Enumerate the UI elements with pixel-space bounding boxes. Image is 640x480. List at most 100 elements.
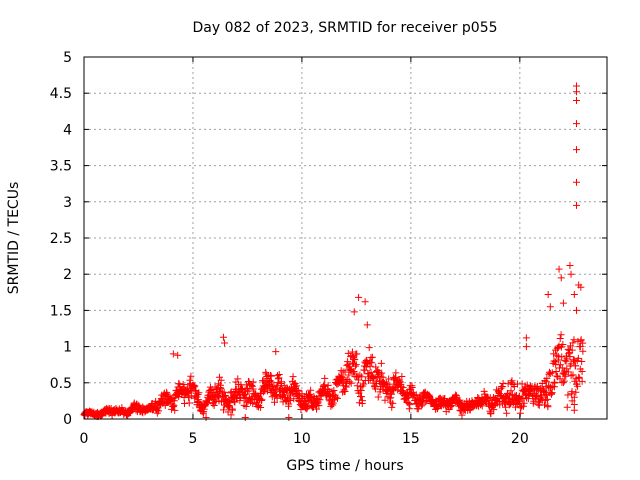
y-tick-label: 0 (63, 412, 72, 428)
y-tick-label: 2.5 (50, 231, 72, 247)
data-point (346, 378, 354, 386)
axis-ticks (83, 56, 607, 420)
data-point (555, 265, 563, 273)
y-tick-label: 4.5 (50, 86, 72, 102)
data-point (564, 345, 572, 353)
data-point (483, 395, 491, 403)
data-point (270, 382, 278, 390)
data-point (441, 395, 449, 403)
data-point (571, 362, 579, 370)
data-point (578, 367, 586, 375)
data-point (572, 96, 580, 104)
data-point (375, 377, 383, 385)
data-point (350, 368, 358, 376)
data-point (559, 299, 567, 307)
data-point (357, 393, 365, 401)
data-point (378, 369, 386, 377)
data-point (249, 378, 257, 386)
data-point (408, 384, 416, 392)
data-point (338, 373, 346, 381)
data-point (559, 379, 567, 387)
data-point (356, 371, 364, 379)
data-point (575, 374, 583, 382)
data-point (381, 396, 389, 404)
data-point (328, 388, 336, 396)
data-point (217, 376, 225, 384)
x-tick-label: 5 (188, 431, 197, 447)
data-point (577, 336, 585, 344)
data-point (294, 386, 302, 394)
data-point (226, 399, 234, 407)
data-point (225, 403, 233, 411)
data-points (80, 82, 587, 422)
data-point (544, 290, 552, 298)
data-point (221, 339, 229, 347)
data-point (508, 377, 516, 385)
x-tick-labels: 0 5 10 15 20 (80, 431, 529, 447)
data-point (242, 402, 250, 410)
data-point (520, 399, 528, 407)
data-point (572, 88, 580, 96)
data-point (559, 341, 567, 349)
data-point (321, 374, 329, 382)
data-point (351, 356, 359, 364)
data-point (332, 393, 340, 401)
data-point (503, 409, 511, 417)
data-point (570, 356, 578, 364)
data-point (564, 391, 572, 399)
data-point (377, 359, 385, 367)
data-point (334, 394, 342, 402)
data-point (220, 388, 228, 396)
data-point (227, 411, 235, 419)
data-point (524, 395, 532, 403)
data-point (248, 381, 256, 389)
data-point (556, 375, 564, 383)
data-point (363, 321, 371, 329)
data-point (215, 373, 223, 381)
data-point (194, 396, 202, 404)
data-point (354, 376, 362, 384)
data-point (560, 377, 568, 385)
data-point (330, 387, 338, 395)
data-point (220, 406, 228, 414)
data-point (563, 365, 571, 373)
data-point (516, 409, 524, 417)
data-point (352, 361, 360, 369)
data-point (339, 374, 347, 382)
data-point (507, 387, 515, 395)
data-point (191, 382, 199, 390)
data-point (275, 370, 283, 378)
x-tick-label: 20 (511, 431, 529, 447)
data-point (222, 392, 230, 400)
data-point (174, 351, 182, 359)
data-point (329, 399, 337, 407)
data-point (568, 346, 576, 354)
y-axis-label: SRMTID / TECUs (6, 182, 22, 295)
data-point (365, 344, 373, 352)
data-point (289, 373, 297, 381)
data-point (260, 377, 268, 385)
data-point (558, 353, 566, 361)
chart-title: Day 082 of 2023, SRMTID for receiver p05… (192, 20, 497, 36)
data-point (360, 380, 368, 388)
data-point (307, 386, 315, 394)
data-point (396, 378, 404, 386)
x-tick-label: 10 (293, 431, 311, 447)
data-point (552, 367, 560, 375)
data-point (550, 350, 558, 358)
data-point (382, 379, 390, 387)
data-point (392, 369, 400, 377)
data-point (190, 383, 198, 391)
data-point (358, 373, 366, 381)
data-point (572, 306, 580, 314)
data-point (277, 378, 285, 386)
data-point (478, 402, 486, 410)
data-point (341, 388, 349, 396)
data-point (572, 201, 580, 209)
data-point (338, 378, 346, 386)
data-point (368, 359, 376, 367)
data-point (180, 383, 188, 391)
data-point (155, 407, 163, 415)
data-point (570, 406, 578, 414)
data-point (169, 350, 177, 358)
